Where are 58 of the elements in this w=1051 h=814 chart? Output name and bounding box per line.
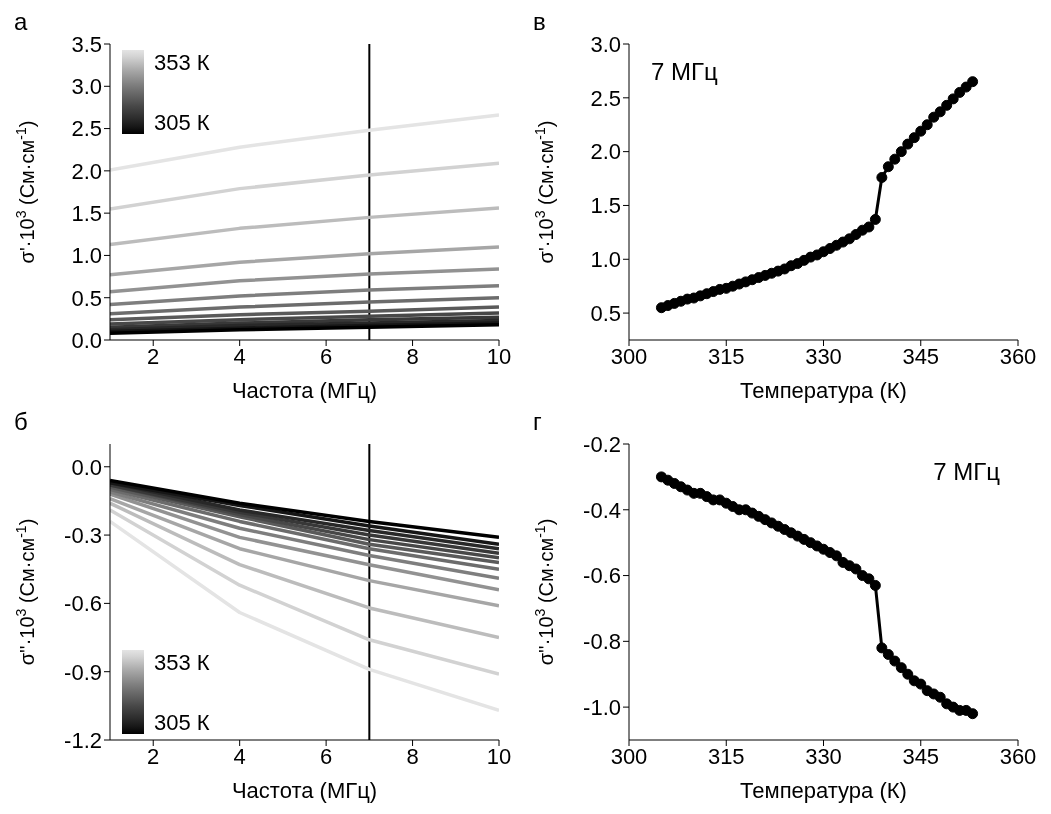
y-tick-label: -0.4	[583, 497, 621, 523]
y-tick-label: 0.0	[71, 327, 102, 353]
y-tick-label: 1.5	[71, 200, 102, 226]
y-tick-label: 2.0	[71, 158, 102, 184]
x-tick-label: 10	[486, 743, 512, 769]
x-tick-label: 345	[902, 343, 940, 369]
y-tick-label: 1.5	[590, 193, 621, 219]
x-tick-label: 6	[319, 743, 333, 769]
x-tick-label: 315	[707, 743, 745, 769]
x-tick-label: 345	[902, 743, 940, 769]
y-tick-label: -0.6	[64, 591, 102, 617]
x-tick-label: 360	[999, 343, 1037, 369]
x-tick-label: 8	[406, 743, 419, 769]
y-tick-label: -0.8	[583, 629, 621, 655]
x-tick-label: 6	[319, 343, 333, 369]
annotation: 305 К	[154, 710, 210, 735]
y-tick-label: 0.5	[71, 285, 102, 311]
x-tick-label: 360	[999, 743, 1037, 769]
annotation: 305 К	[154, 110, 210, 135]
x-tick-label: 330	[805, 343, 842, 369]
x-tick-label: 4	[233, 743, 246, 769]
y-tick-label: 3.0	[590, 31, 621, 57]
y-tick-label: 1.0	[71, 243, 102, 269]
x-axis-title: Температура (К)	[740, 378, 907, 403]
x-tick-label: 4	[233, 343, 246, 369]
x-tick-label: 300	[610, 343, 648, 369]
chart-title: в	[533, 8, 546, 36]
x-tick-label: 315	[707, 343, 745, 369]
y-tick-label: -1.0	[583, 694, 621, 720]
y-tick-label: -1.2	[64, 727, 102, 753]
y-tick-label: 3.0	[71, 74, 102, 100]
annotation: 353 К	[154, 50, 210, 75]
y-tick-label: 1.0	[590, 247, 621, 273]
chart-title: а	[14, 8, 28, 36]
x-tick-label: 8	[406, 343, 419, 369]
y-tick-label: 3.5	[71, 31, 102, 57]
y-tick-label: -0.9	[64, 659, 102, 685]
y-tick-label: 2.5	[590, 85, 621, 111]
y-tick-label: 0.5	[590, 300, 621, 326]
y-tick-label: 2.5	[71, 116, 102, 142]
x-tick-label: 300	[610, 743, 648, 769]
chart-title: б	[14, 408, 28, 436]
x-tick-label: 2	[147, 743, 160, 769]
x-axis-title: Температура (К)	[740, 778, 907, 803]
annotation: 7 МГц	[933, 458, 1000, 486]
y-tick-label: -0.6	[583, 563, 621, 589]
annotation: 353 К	[154, 650, 210, 675]
chart-title: г	[533, 408, 542, 436]
x-tick-label: 330	[805, 743, 842, 769]
y-tick-label: 0.0	[71, 454, 102, 480]
y-tick-label: -0.3	[64, 522, 102, 548]
annotation: 7 МГц	[651, 58, 718, 86]
y-tick-label: 2.0	[590, 139, 621, 165]
x-tick-label: 10	[486, 343, 512, 369]
x-axis-title: Частота (МГц)	[231, 378, 378, 403]
y-tick-label: -0.2	[583, 431, 621, 457]
x-axis-title: Частота (МГц)	[231, 778, 378, 803]
x-tick-label: 2	[147, 343, 160, 369]
